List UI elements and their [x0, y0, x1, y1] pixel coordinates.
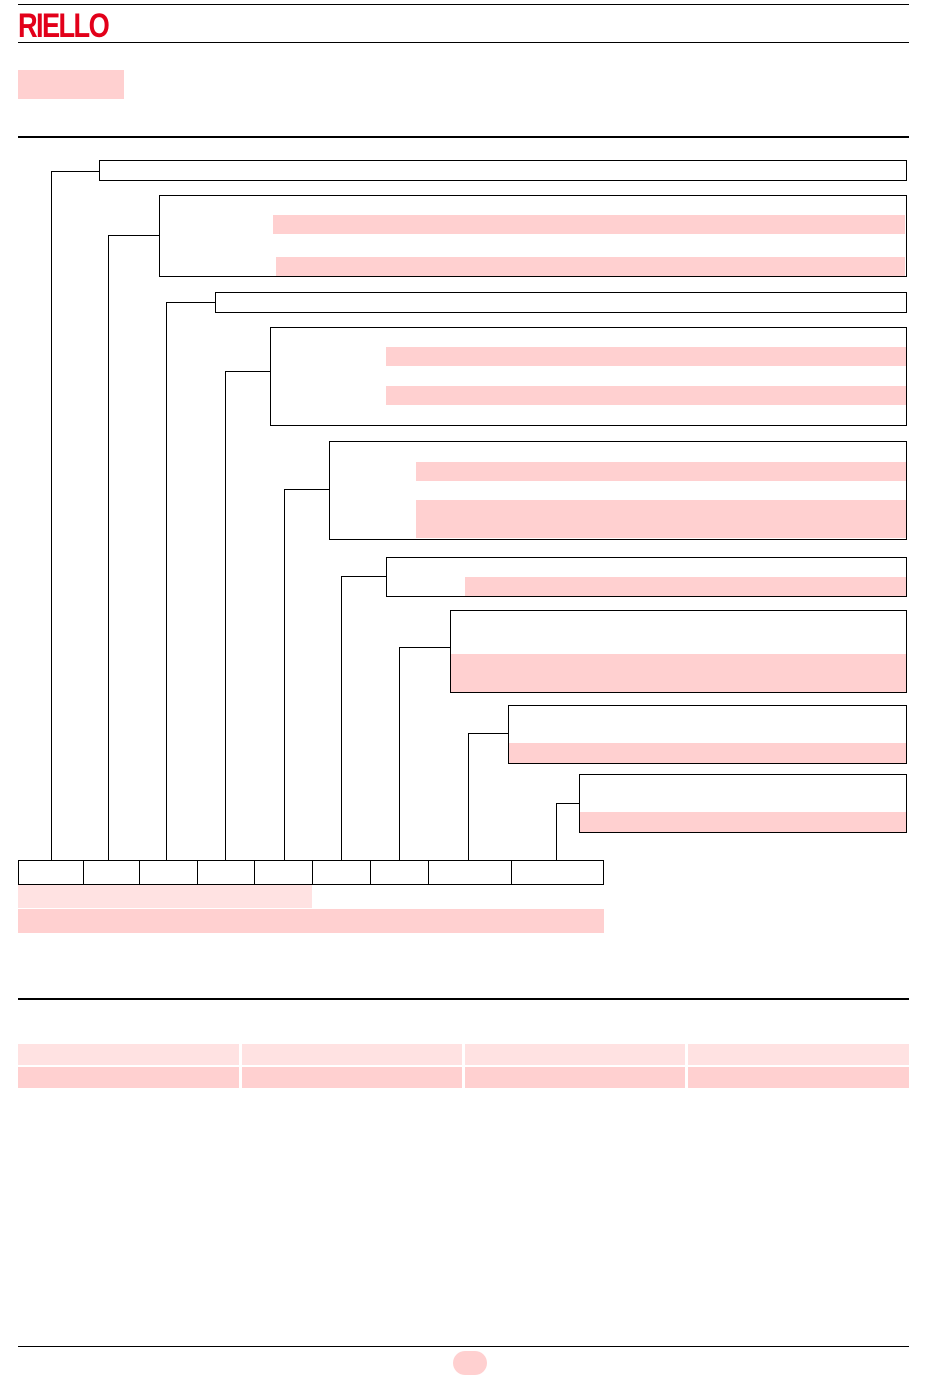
code-cell-1: [18, 860, 84, 885]
connector-h-1: [51, 171, 99, 172]
table-row-cell-2: [242, 1067, 462, 1088]
connector-h-8: [468, 733, 508, 734]
designation-box-4-line-1: [386, 347, 906, 366]
code-basic-designation-bar: [18, 885, 312, 908]
header-bottom-rule: [18, 42, 909, 43]
designation-box-1: [99, 160, 907, 181]
code-cell-3: [139, 860, 198, 885]
connector-h-6: [341, 576, 386, 577]
designation-box-6: [386, 557, 907, 597]
designation-box-3: [215, 292, 907, 313]
code-cell-6: [312, 860, 371, 885]
connector-v-4: [225, 371, 226, 860]
connector-v-8: [468, 733, 469, 860]
connector-v-5: [284, 489, 285, 860]
footer-rule: [18, 1346, 909, 1347]
connector-h-9: [556, 803, 579, 804]
table-row-cell-1: [18, 1067, 239, 1088]
designation-box-5-line-2: [416, 500, 906, 538]
table-header-cell-3: [465, 1044, 685, 1065]
table-header-cell-1: [18, 1044, 239, 1065]
designation-box-2: [159, 195, 907, 277]
code-cell-7: [370, 860, 429, 885]
connector-h-5: [284, 489, 329, 490]
designation-box-8: [508, 705, 907, 764]
brand-logo: RIELLO: [18, 7, 110, 45]
section-rule-1: [18, 136, 909, 138]
code-cell-4: [197, 860, 255, 885]
designation-box-4-line-2: [386, 386, 906, 405]
designation-box-9-line-1: [580, 812, 906, 832]
designation-box-5: [329, 441, 907, 540]
connector-v-1: [51, 171, 52, 860]
page-number-badge: [453, 1351, 487, 1375]
connector-h-3: [166, 302, 215, 303]
designation-box-7: [450, 610, 907, 693]
code-cell-9: [511, 860, 604, 885]
table-header-cell-2: [242, 1044, 462, 1065]
designation-box-8-line-1: [509, 743, 906, 763]
connector-h-4: [225, 371, 270, 372]
designation-box-2-line-1: [273, 215, 905, 234]
connector-v-9: [556, 803, 557, 860]
connector-v-7: [399, 647, 400, 860]
designation-box-9: [579, 774, 907, 833]
code-cell-5: [254, 860, 313, 885]
designation-box-4: [270, 327, 907, 426]
code-extended-designation-bar: [18, 909, 604, 933]
code-cell-8: [428, 860, 512, 885]
section-rule-2: [18, 998, 909, 1000]
connector-v-2: [108, 235, 109, 860]
connector-v-3: [166, 302, 167, 860]
table-header-cell-4: [688, 1044, 909, 1065]
connector-h-7: [399, 647, 450, 648]
connector-v-6: [341, 576, 342, 860]
designation-box-7-line-1: [451, 654, 906, 692]
code-cell-2: [83, 860, 140, 885]
section-title-placeholder: [18, 70, 124, 99]
designation-box-2-line-2: [276, 257, 905, 276]
header-top-rule: [18, 4, 909, 5]
table-row-cell-3: [465, 1067, 685, 1088]
connector-h-2: [108, 235, 159, 236]
designation-box-6-line-1: [465, 577, 906, 596]
table-row-cell-4: [688, 1067, 909, 1088]
designation-box-5-line-1: [416, 462, 906, 481]
